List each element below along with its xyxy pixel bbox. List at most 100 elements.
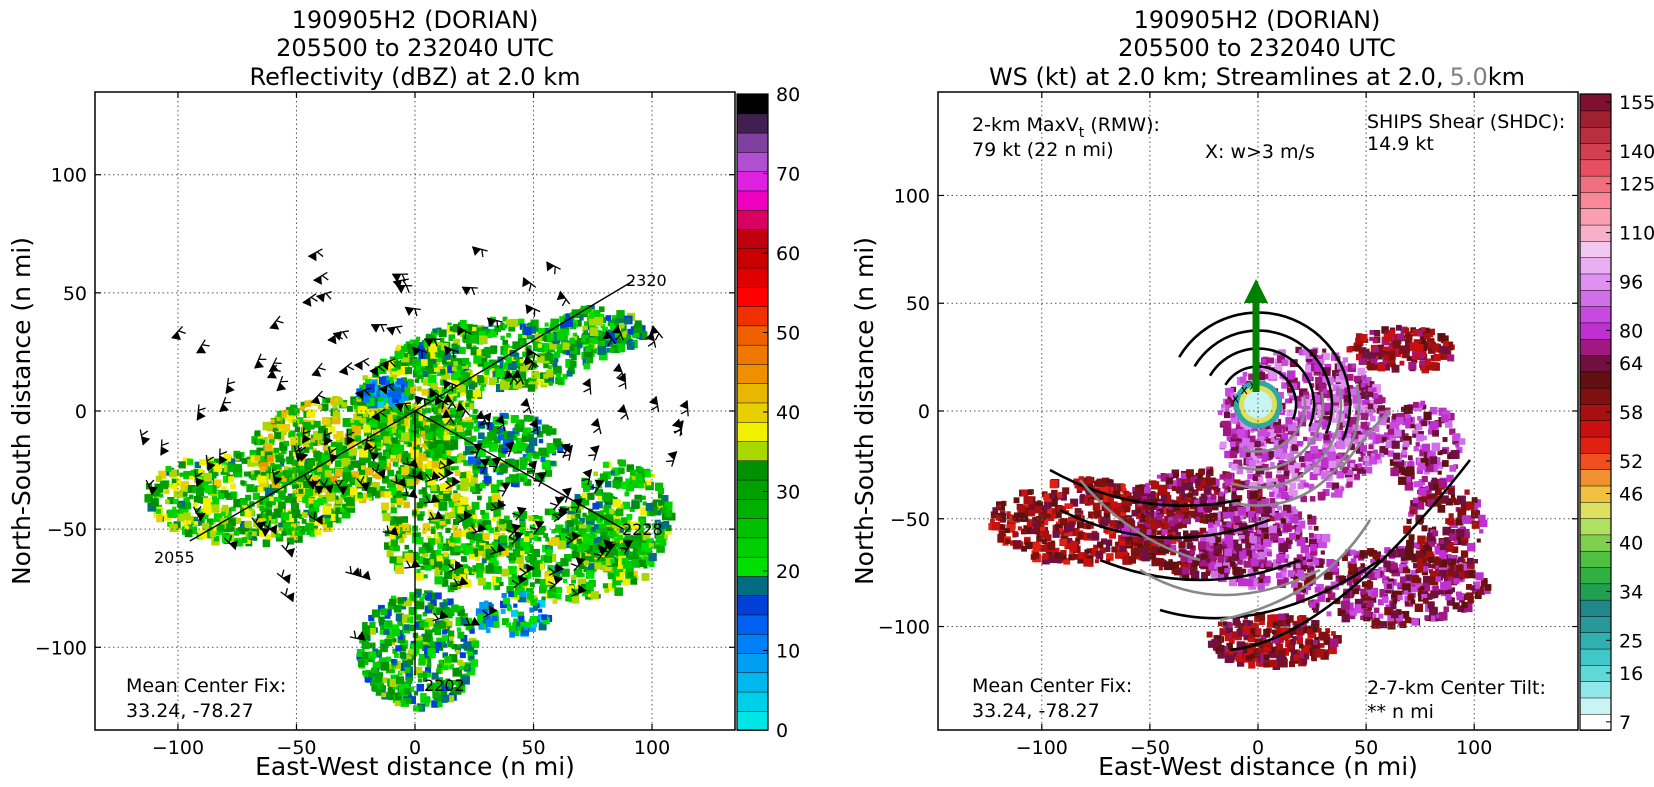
reflectivity-cell [543,362,549,369]
reflectivity-cell [394,462,399,467]
wind-barb-staff [281,544,293,558]
reflectivity-cell [444,422,449,428]
reflectivity-cell [239,502,248,511]
reflectivity-cell [517,318,525,326]
wind-barb-flag [617,404,627,414]
reflectivity-cell [479,335,488,345]
wind-barb-flag [308,252,317,262]
reflectivity-cell [461,504,469,512]
reflectivity-cell [428,374,437,384]
reflectivity-cell [485,619,494,628]
wind-barb-flag [590,418,600,428]
wind-barb-flag [667,451,677,460]
reflectivity-cell [529,533,534,538]
reflectivity-cell [556,561,563,568]
wind-barb-feather [389,360,396,367]
reflectivity-cell [422,593,427,598]
reflectivity-cell [427,395,435,403]
reflectivity-cell [165,465,172,472]
wind-barb [489,543,506,555]
wind-barb-flag [299,452,309,462]
wind-barb [276,375,289,392]
reflectivity-colorbar-swatch [736,421,769,442]
wind-barb-flag [472,246,481,256]
wind-barb-feather [593,427,600,434]
reflectivity-cell [544,469,553,477]
wind-barb [617,373,627,390]
reflectivity-cell [342,487,351,496]
reflectivity-cell [502,379,511,388]
reflectivity-cell [416,683,425,692]
reflectivity-cell [421,550,429,558]
reflectivity-cell [410,594,417,601]
reflectivity-cell [271,530,279,538]
reflectivity-cell [182,520,188,526]
reflectivity-cell [506,374,515,382]
reflectivity-cell [425,431,433,440]
windspeed-cell [1047,509,1052,514]
reflectivity-cell [497,448,503,453]
reflectivity-cell [603,504,612,513]
reflectivity-cell [189,526,198,535]
reflectivity-cell [388,685,393,690]
reflectivity-cell [532,605,538,611]
reflectivity-cell [441,682,450,692]
reflectivity-cell [309,511,318,520]
reflectivity-cell [372,418,378,424]
windspeed-cell [1088,498,1095,505]
reflectivity-cell [395,555,403,564]
reflectivity-cell [188,494,194,500]
reflectivity-cell [407,379,414,386]
reflectivity-cell [303,480,311,488]
reflectivity-cell [614,330,623,338]
wind-barb-flag [441,409,451,419]
windspeed-cell [1100,517,1109,527]
wind-barb [525,304,541,317]
reflectivity-cell [299,405,305,411]
reflectivity-cell [447,620,453,627]
windspeed-cell [1061,531,1066,537]
reflectivity-cell [605,315,612,321]
reflectivity-cell [600,531,608,539]
reflectivity-cell [418,453,426,461]
wind-barb-flag [269,321,280,330]
reflectivity-cell [473,355,482,364]
reflectivity-cell [457,659,463,666]
reflectivity-cell [438,408,443,414]
reflectivity-cell [557,540,567,550]
reflectivity-cell [375,688,383,696]
wind-barb [619,539,633,555]
wind-barb [522,277,537,292]
reflectivity-cell [274,426,284,436]
reflectivity-cell [498,542,508,551]
reflectivity-cell [416,386,422,392]
reflectivity-cell [421,443,426,448]
track-label-2202: 2202 [424,676,465,695]
windspeed-cell [1150,542,1158,550]
reflectivity-cell [244,520,252,529]
reflectivity-cell [406,344,413,350]
wind-barb-flag [611,325,621,334]
reflectivity-cell [487,332,493,339]
wind-barb [254,353,267,369]
wind-barb [145,479,158,496]
reflectivity-cell [493,436,501,444]
wind-barb [311,362,326,377]
reflectivity-cell [368,651,376,659]
reflectivity-cell [482,512,490,520]
reflectivity-cell [408,696,417,704]
reflectivity-cell [553,351,561,358]
reflectivity-cell [612,566,618,572]
reflectivity-cell [655,510,661,516]
wind-barb-flag [219,403,230,412]
wind-barb-flag [404,307,414,317]
reflectivity-cell [504,458,514,468]
reflectivity-cell [607,567,617,577]
windspeed-cell [1012,531,1018,537]
reflectivity-cell [424,667,432,674]
wind-barb [447,560,464,573]
reflectivity-cell [453,519,460,526]
wind-barb-feather [590,485,599,490]
reflectivity-cell [322,515,331,525]
reflectivity-cell [448,334,456,341]
